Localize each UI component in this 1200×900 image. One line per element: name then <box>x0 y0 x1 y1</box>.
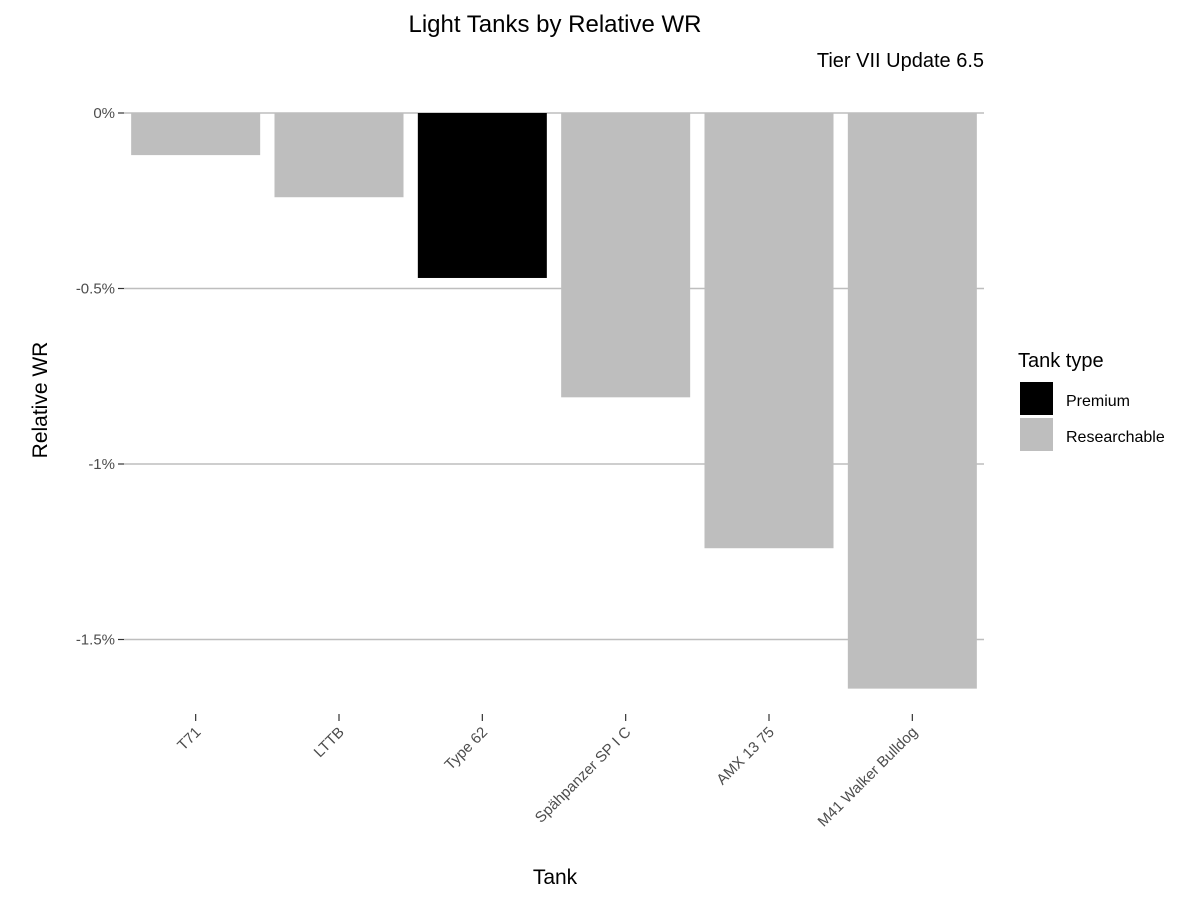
legend-swatch <box>1020 418 1053 451</box>
x-tick-label: AMX 13 75 <box>713 724 778 789</box>
bar <box>417 113 547 278</box>
legend-label: Premium <box>1066 393 1130 410</box>
x-tick-label: LTTB <box>311 724 348 761</box>
x-axis: T71 LTTB Type 62 Spähpanzer SP I C AMX 13 75… <box>174 714 921 830</box>
x-tick-label: Spähpanzer SP I C <box>532 724 635 827</box>
y-tick-label: -1% <box>88 456 115 473</box>
bar <box>704 113 834 549</box>
gridlines <box>124 112 984 641</box>
legend-label: Researchable <box>1066 429 1165 446</box>
y-tick-label: -1.5% <box>76 632 115 649</box>
bar <box>847 113 977 689</box>
x-tick-label: T71 <box>174 724 204 754</box>
y-tick-label: -0.5% <box>76 281 115 298</box>
chart-subtitle: Tier VII Update 6.5 <box>817 50 984 72</box>
chart-title: Light Tanks by Relative WR <box>408 11 701 38</box>
x-tick-label: Type 62 <box>441 724 491 774</box>
bars <box>131 113 977 689</box>
legend-swatch <box>1020 382 1053 415</box>
y-axis-title: Relative WR <box>29 342 52 459</box>
bar <box>274 113 404 198</box>
bar <box>561 113 691 398</box>
legend: Tank type Premium Researchable <box>1018 350 1165 451</box>
bar <box>131 113 261 156</box>
y-tick-label: 0% <box>93 105 115 122</box>
y-axis: 0% -0.5% -1% -1.5% <box>76 105 124 649</box>
x-tick-label: M41 Walker Bulldog <box>815 724 922 831</box>
x-axis-title: Tank <box>533 866 578 889</box>
legend-title: Tank type <box>1018 350 1104 372</box>
